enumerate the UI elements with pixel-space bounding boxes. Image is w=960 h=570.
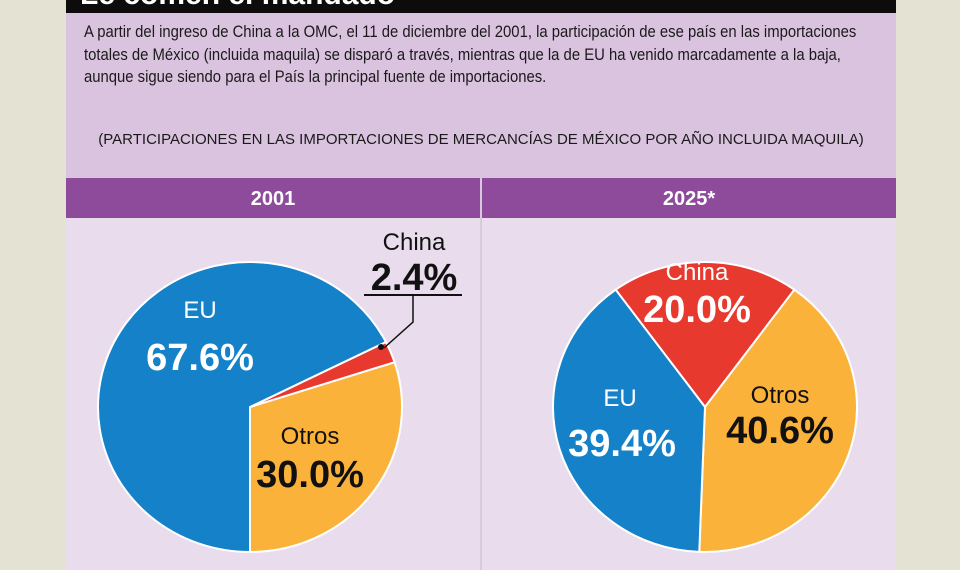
title: Le comen el mandado	[80, 0, 395, 12]
divider	[480, 178, 482, 570]
slice-eu	[97, 261, 388, 554]
value-otros: 30.0%	[256, 454, 364, 496]
chart-subtitle: (PARTICIPACIONES EN LAS IMPORTACIONES DE…	[98, 131, 864, 148]
label-otros: Otros	[281, 423, 340, 450]
intro-text: A partir del ingreso de China a la OMC, …	[84, 23, 857, 86]
value-otros: 40.6%	[726, 410, 834, 452]
label-china: China	[383, 229, 446, 256]
pie-2025-title: 2025*	[482, 178, 896, 218]
label-china: China	[666, 259, 729, 286]
slice-eu	[552, 288, 707, 553]
value-china: 20.0%	[643, 289, 751, 331]
slice-otros	[698, 288, 858, 553]
callout-leader	[383, 295, 414, 349]
title-bar: Le comen el mandado	[66, 0, 896, 13]
value-china: 2.4%	[371, 257, 458, 299]
slice-otros	[249, 360, 403, 554]
label-eu: EU	[603, 385, 636, 412]
label-eu: EU	[183, 297, 216, 324]
intro-box: A partir del ingreso de China a la OMC, …	[66, 13, 896, 178]
slice-china	[614, 261, 796, 409]
callout-dot	[378, 344, 384, 350]
value-eu: 39.4%	[568, 423, 676, 465]
pie-2001-title: 2001	[66, 178, 480, 218]
value-eu: 67.6%	[146, 337, 254, 379]
label-otros: Otros	[751, 382, 810, 409]
